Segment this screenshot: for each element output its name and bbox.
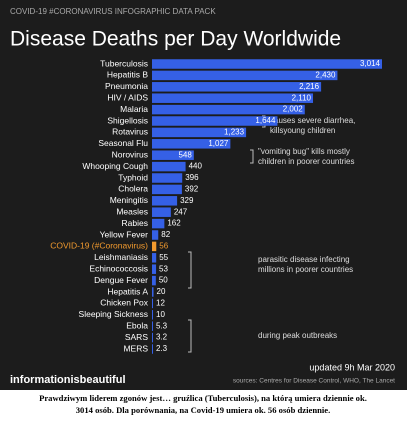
value-label: 20	[157, 287, 166, 296]
value-label: 82	[161, 230, 170, 239]
category-label: Meningitis	[110, 195, 148, 205]
value-label: 392	[185, 185, 199, 194]
chart-title: Disease Deaths per Day Worldwide	[10, 28, 341, 51]
value-label: 2,216	[299, 82, 320, 91]
category-label: Seasonal Flu	[98, 138, 148, 148]
category-label: Cholera	[118, 184, 148, 194]
category-label: SARS	[125, 332, 148, 342]
value-label: 440	[189, 162, 203, 171]
value-label: 3,014	[360, 59, 381, 68]
bar	[152, 241, 157, 252]
category-label: Rabies	[122, 218, 148, 228]
bar	[152, 344, 153, 354]
value-label: 247	[174, 207, 188, 216]
bar	[152, 253, 157, 263]
value-label: 53	[159, 264, 168, 273]
category-label: Whooping Cough	[82, 161, 148, 171]
background	[0, 0, 407, 390]
bar	[152, 161, 186, 172]
category-label: Chicken Pox	[100, 298, 148, 308]
category-label: Measles	[116, 206, 148, 216]
bar	[152, 196, 178, 206]
caption: Prawdziwym liderem zgonów jest… gruźlica…	[39, 393, 367, 403]
bar	[152, 275, 156, 286]
value-label: 12	[156, 299, 165, 308]
bar	[152, 298, 153, 309]
brand: informationisbeautiful	[10, 374, 126, 386]
annotation: children in poorer countries	[258, 157, 355, 166]
annotation: during peak outbreaks	[258, 331, 337, 340]
annotation: parasitic disease infecting	[258, 255, 350, 264]
category-label: Yellow Fever	[100, 229, 149, 239]
category-label: Hepatitis A	[107, 286, 148, 296]
bar	[152, 127, 247, 138]
category-label: Typhoid	[118, 172, 148, 182]
category-label: Pneumonia	[105, 81, 148, 91]
value-label: 162	[167, 219, 181, 228]
category-label: Dengue Fever	[94, 275, 148, 285]
bar	[152, 139, 231, 149]
bar	[152, 310, 153, 320]
value-label: 396	[185, 173, 199, 182]
bar	[152, 287, 154, 297]
category-label: COVID-19 (#Coronavirus)	[50, 241, 148, 251]
value-label: 2,430	[315, 71, 336, 80]
bar	[152, 150, 194, 160]
annotation: causes severe diarrhea,	[270, 116, 355, 125]
value-label: 2,110	[292, 93, 312, 102]
category-label: HIV / AIDS	[107, 92, 148, 102]
category-label: Tuberculosis	[100, 58, 148, 68]
bar	[152, 173, 183, 183]
category-label: Malaria	[120, 104, 148, 114]
category-label: Rotavirus	[112, 127, 148, 137]
bracket	[188, 251, 192, 289]
category-label: Echinococcosis	[89, 263, 148, 273]
bar	[152, 93, 314, 103]
bar	[152, 332, 153, 343]
category-label: MERS	[123, 343, 148, 353]
category-label: Norovirus	[112, 149, 148, 159]
bar	[152, 184, 182, 195]
bar	[152, 264, 157, 274]
bracket	[250, 149, 254, 164]
sources: sources: Centres for Disease Control, WH…	[233, 378, 395, 385]
bar	[152, 82, 322, 92]
annotation: millions in poorer countries	[258, 265, 353, 274]
value-label: 5.3	[156, 321, 168, 330]
value-label: 56	[159, 242, 168, 251]
value-label: 10	[156, 310, 165, 319]
value-label: 1,027	[208, 139, 229, 148]
value-label: 3.2	[156, 333, 168, 342]
value-label: 2,002	[283, 105, 304, 114]
value-label: 1,233	[224, 128, 245, 137]
value-label: 329	[180, 196, 194, 205]
updated: updated 9h Mar 2020	[309, 362, 395, 372]
bar	[152, 230, 159, 240]
bar	[152, 218, 165, 229]
annotation: killsyoung children	[270, 126, 335, 135]
value-label: 2.3	[156, 344, 168, 353]
bar	[152, 207, 171, 217]
header: COVID-19 #CORONAVIRUS INFOGRAPHIC DATA P…	[10, 7, 216, 16]
bracket	[188, 319, 192, 353]
category-label: Ebola	[126, 320, 148, 330]
category-label: Leishmaniasis	[94, 252, 148, 262]
bar	[152, 59, 382, 69]
bar	[152, 70, 338, 81]
value-label: 50	[159, 276, 168, 285]
bar	[152, 104, 305, 115]
value-label: 1,644	[255, 116, 276, 125]
bar	[152, 321, 153, 331]
category-label: Sleeping Sickness	[79, 309, 148, 319]
annotation: "vomiting bug" kills mostly	[258, 147, 350, 156]
bar	[152, 116, 278, 126]
category-label: Hepatitis B	[107, 70, 148, 80]
category-label: Shigellosis	[107, 115, 148, 125]
value-label: 55	[159, 253, 168, 262]
value-label: 548	[178, 150, 192, 159]
caption: 3014 osób. Dla porównania, na Covid-19 u…	[76, 405, 331, 415]
